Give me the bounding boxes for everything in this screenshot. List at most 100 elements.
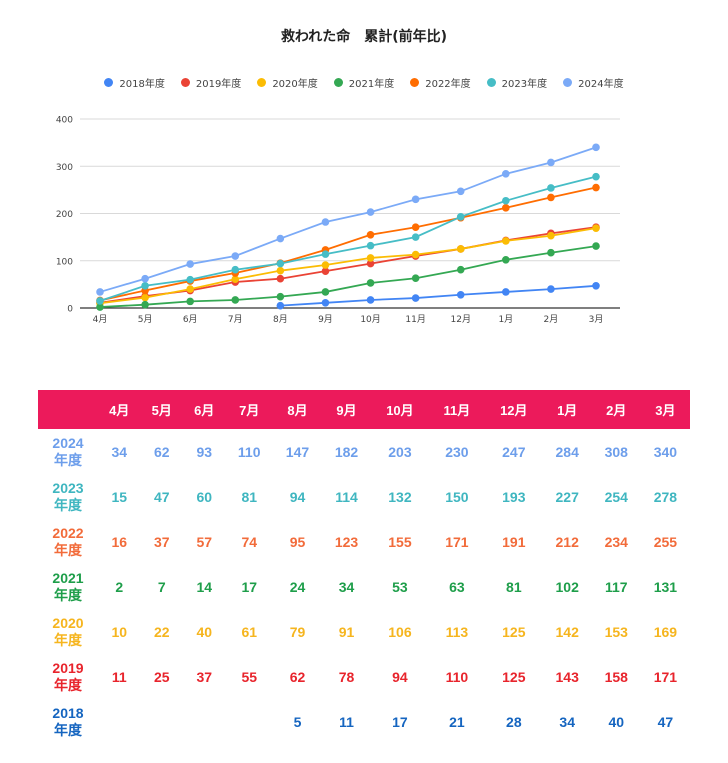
x-tick-label: 11月 <box>405 314 425 325</box>
data-point <box>456 213 465 221</box>
legend-marker <box>486 78 496 87</box>
table-cell: 78 <box>338 668 355 685</box>
data-point <box>456 265 465 274</box>
data-point <box>96 303 104 311</box>
data-point <box>366 254 375 262</box>
table-header-cell: 6月 <box>183 390 226 429</box>
data-point <box>411 233 420 241</box>
legend-marker <box>410 78 420 87</box>
table-cell: 21 <box>449 713 465 730</box>
table-header-cell: 8月 <box>272 390 323 429</box>
y-tick-label: 300 <box>56 163 73 173</box>
legend-marker <box>257 78 267 87</box>
table-cell: 193 <box>502 488 526 505</box>
table-header-cell: 4月 <box>98 390 141 429</box>
data-point <box>276 259 285 268</box>
x-tick-label: 8月 <box>273 314 288 325</box>
table-cell: 93 <box>196 443 213 460</box>
table-row: 2018 年度 5 11 17 21 28 34 40 47 <box>38 699 690 744</box>
data-point <box>366 241 375 250</box>
series-line <box>280 284 597 307</box>
data-point <box>96 297 104 305</box>
table-cell: 95 <box>289 533 306 550</box>
row-label-suffix: 年度 <box>54 496 82 513</box>
table-cell: 114 <box>335 488 358 505</box>
table-cell: 60 <box>196 488 213 505</box>
table-cell: 24 <box>289 578 306 595</box>
y-tick-label: 400 <box>56 116 73 126</box>
data-point <box>141 293 149 302</box>
data-point <box>276 274 285 283</box>
table-cell: 17 <box>392 713 408 730</box>
data-point <box>592 281 600 290</box>
table-header-cell: 5月 <box>140 390 183 429</box>
table-cell: 125 <box>502 668 526 685</box>
row-label-year: 2020 <box>52 614 84 631</box>
table-cell: 37 <box>153 533 170 550</box>
series-line <box>99 227 597 305</box>
table-cell: 132 <box>388 488 412 505</box>
table-cell: 247 <box>502 443 526 460</box>
data-point <box>411 294 420 302</box>
data-point <box>456 245 465 253</box>
legend-item: 2020年度 <box>257 75 318 90</box>
data-point <box>547 158 555 167</box>
legend-item: 2024年度 <box>563 75 624 90</box>
data-point <box>321 299 330 307</box>
y-tick-label: 100 <box>56 257 73 267</box>
table-cell: 94 <box>392 668 408 685</box>
table-cell <box>183 699 226 744</box>
table-cell: 147 <box>285 443 310 460</box>
row-label-suffix: 年度 <box>54 721 82 738</box>
table-cell: 81 <box>241 488 258 505</box>
table-cell: 74 <box>241 533 258 550</box>
table-header-cell <box>38 390 98 429</box>
table-cell <box>98 699 141 744</box>
table-header-cell: 10月 <box>371 390 429 429</box>
table-cell: 117 <box>604 578 628 595</box>
data-point <box>502 288 510 296</box>
table-header-cell: 9月 <box>322 390 372 429</box>
row-label-suffix: 年度 <box>54 541 82 558</box>
x-tick-label: 1月 <box>498 314 513 325</box>
row-label: 2022 年度 <box>38 519 98 564</box>
x-tick-label: 12月 <box>451 314 471 325</box>
row-label-suffix: 年度 <box>54 586 82 603</box>
data-point <box>321 288 330 296</box>
x-tick-label: 9月 <box>318 314 333 325</box>
table-cell: 55 <box>241 668 258 685</box>
series-line <box>99 146 597 293</box>
table-cell: 106 <box>388 623 412 640</box>
y-tick-label: 200 <box>56 210 73 220</box>
legend-label: 2019年度 <box>195 79 242 90</box>
data-point <box>366 296 375 304</box>
table-cell: 182 <box>334 443 359 460</box>
row-label: 2023 年度 <box>38 474 98 519</box>
data-point <box>186 275 194 284</box>
row-label-year: 2018 <box>52 704 84 721</box>
table-header-cell: 12月 <box>484 390 543 429</box>
data-point <box>321 267 330 275</box>
table-cell: 14 <box>196 578 213 595</box>
table-cell: 284 <box>555 443 579 460</box>
table-cell: 340 <box>653 443 678 460</box>
table-cell: 53 <box>392 578 408 595</box>
data-point <box>366 230 375 239</box>
legend-item: 2023年度 <box>486 75 548 90</box>
table-cell: 110 <box>445 668 469 685</box>
table-cell: 34 <box>559 713 575 730</box>
table-cell: 37 <box>196 668 213 685</box>
legend-label: 2022年度 <box>425 79 471 90</box>
table-cell: 34 <box>338 578 355 595</box>
data-table: 4月 5月 6月 7月 8月 9月 10月 11月 12月 1月 2月 3月 2024 年度 34 62 93… <box>38 390 690 744</box>
legend-label: 2023年度 <box>501 79 548 90</box>
data-point <box>186 260 194 268</box>
table-cell: 143 <box>555 668 579 685</box>
row-label-year: 2023 <box>52 479 84 496</box>
legend-item: 2018年度 <box>104 75 165 90</box>
data-point <box>592 143 600 152</box>
row-label-suffix: 年度 <box>54 676 82 693</box>
data-point <box>231 275 240 283</box>
table-cell: 11 <box>111 668 127 685</box>
table-cell <box>226 699 273 744</box>
